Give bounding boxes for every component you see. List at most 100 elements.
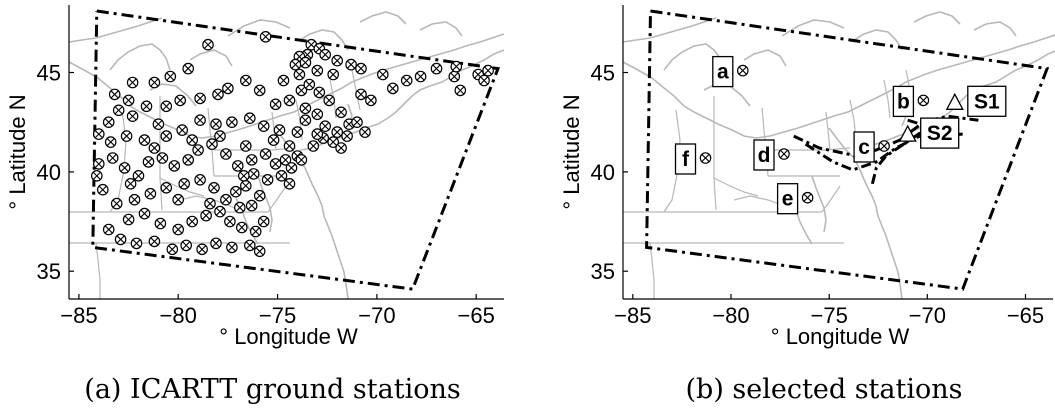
plot-area bbox=[69, 5, 504, 299]
station-cross bbox=[211, 239, 220, 248]
station-marker bbox=[355, 62, 367, 75]
station-marker bbox=[176, 124, 188, 136]
coastline bbox=[973, 21, 1017, 37]
station-cross bbox=[241, 76, 250, 85]
station-marker bbox=[210, 118, 222, 130]
station-cross bbox=[701, 153, 710, 162]
station-marker bbox=[259, 30, 272, 43]
station-cross bbox=[120, 163, 129, 172]
station-cross bbox=[196, 116, 205, 125]
station-cross bbox=[315, 44, 324, 53]
station-marker bbox=[182, 154, 194, 166]
station-cross bbox=[223, 84, 232, 93]
station-marker bbox=[247, 168, 260, 180]
station-cross bbox=[285, 142, 294, 151]
station-cross bbox=[259, 122, 268, 131]
y-axis-label-b: ° Latitude N bbox=[559, 94, 584, 209]
station-cross bbox=[287, 163, 296, 172]
station-marker bbox=[283, 94, 296, 107]
station-cross bbox=[233, 161, 242, 170]
domain-box-b bbox=[645, 9, 1050, 291]
station-marker bbox=[355, 88, 367, 101]
station-cross bbox=[94, 130, 103, 139]
station-cross bbox=[168, 245, 177, 254]
station-marker bbox=[152, 118, 165, 130]
station-cross bbox=[450, 72, 459, 81]
station-marker bbox=[400, 74, 413, 87]
station-marker bbox=[273, 124, 286, 136]
station-marker bbox=[130, 237, 143, 250]
x-tick-label: −70 bbox=[358, 303, 395, 328]
station-cross bbox=[356, 64, 365, 73]
station-cross bbox=[295, 70, 304, 79]
station-cross bbox=[221, 195, 230, 204]
station-cross bbox=[182, 241, 191, 250]
station-marker bbox=[208, 182, 220, 194]
site-triangle-s1 bbox=[945, 92, 964, 110]
y-tick-label: 35 bbox=[37, 259, 61, 284]
station-marker bbox=[253, 84, 266, 97]
station-cross bbox=[174, 225, 183, 234]
station-cross bbox=[210, 183, 218, 192]
station-cross bbox=[402, 76, 411, 85]
station-marker bbox=[454, 84, 467, 97]
station-cross bbox=[315, 88, 324, 97]
station-marker bbox=[120, 130, 133, 142]
station-cross bbox=[134, 171, 143, 180]
station-cross bbox=[259, 217, 268, 226]
station-marker bbox=[93, 158, 105, 170]
station-cross bbox=[196, 94, 205, 103]
station-marker bbox=[275, 170, 288, 182]
station-cross bbox=[803, 193, 812, 202]
station-cross bbox=[124, 96, 133, 105]
station-label-c: c bbox=[858, 136, 870, 159]
y-tick-label: 45 bbox=[591, 61, 615, 86]
station-cross bbox=[474, 70, 483, 79]
station-cross bbox=[919, 96, 928, 105]
station-marker bbox=[126, 110, 139, 122]
station-cross bbox=[188, 217, 197, 226]
station-marker bbox=[102, 223, 115, 236]
station-marker bbox=[289, 58, 302, 71]
station-label-box-d bbox=[753, 139, 775, 171]
station-marker bbox=[102, 116, 115, 128]
coastline bbox=[622, 17, 717, 43]
station-cross bbox=[94, 159, 103, 168]
station-cross bbox=[108, 153, 117, 162]
station-cross bbox=[206, 199, 215, 208]
station-cross bbox=[301, 116, 310, 125]
station-marker bbox=[299, 114, 312, 126]
station-marker bbox=[365, 94, 377, 107]
station-label-f: f bbox=[682, 148, 690, 171]
station-cross bbox=[130, 195, 139, 204]
station-cross bbox=[307, 40, 316, 49]
station-cross bbox=[150, 237, 159, 246]
station-cross bbox=[142, 102, 151, 111]
station-marker bbox=[108, 88, 121, 101]
station-cross bbox=[333, 128, 342, 137]
station-marker bbox=[295, 154, 308, 166]
station-cross bbox=[271, 100, 280, 109]
station-marker bbox=[174, 94, 186, 107]
station-marker bbox=[97, 183, 109, 196]
station-marker bbox=[166, 243, 179, 256]
station-cross bbox=[321, 50, 330, 59]
station-cross bbox=[180, 179, 189, 188]
station-label-b: b bbox=[897, 90, 910, 113]
station-marker bbox=[232, 160, 244, 172]
station-cross bbox=[114, 106, 123, 115]
station-label-box-c bbox=[853, 131, 875, 163]
station-marker bbox=[148, 76, 161, 89]
station-cross bbox=[353, 118, 362, 127]
station-cross bbox=[140, 209, 149, 218]
state-border bbox=[649, 242, 655, 299]
station-marker bbox=[164, 70, 177, 83]
station-marker bbox=[110, 197, 123, 210]
station-marker bbox=[220, 148, 232, 160]
station-cross bbox=[880, 142, 889, 151]
station-marker bbox=[299, 102, 312, 115]
station-cross bbox=[263, 175, 272, 184]
station-marker bbox=[313, 86, 326, 99]
station-cross bbox=[235, 203, 244, 212]
station-cross bbox=[166, 72, 175, 81]
